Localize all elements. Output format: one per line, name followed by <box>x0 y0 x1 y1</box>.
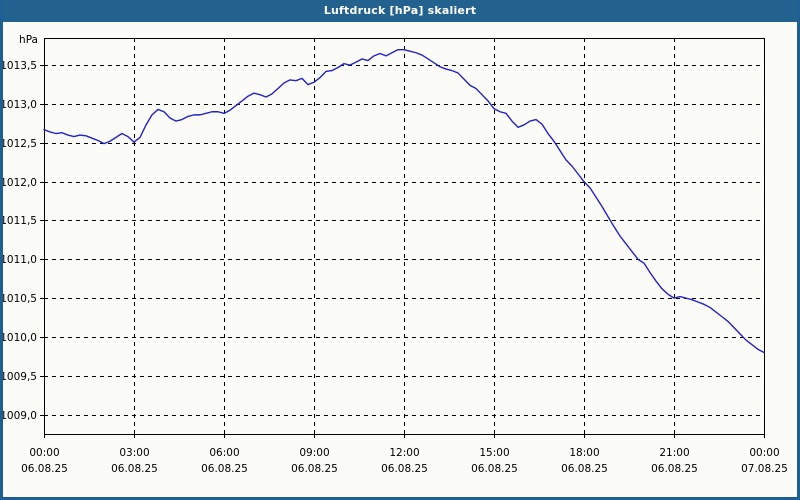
x-tick-label-date: 06.08.25 <box>381 463 428 475</box>
x-tick-label-time: 09:00 <box>299 447 329 459</box>
page-title: Luftdruck [hPa] skaliert <box>323 4 477 17</box>
x-tick-label-date: 06.08.25 <box>201 463 248 475</box>
axis-group <box>40 37 766 438</box>
x-tick-label-date: 06.08.25 <box>561 463 608 475</box>
x-axis-tick-labels: 00:00 06.08.25 03:00 06.08.25 06:00 06.08.25 0… <box>21 447 788 475</box>
chart-plot-container: 1013,5 1013,0 1012,5 1012,0 1011,5 1011,0 1010… <box>0 22 797 497</box>
x-tick-label-time: 18:00 <box>569 447 599 459</box>
y-tick-label: 1013,0 <box>0 99 37 111</box>
y-tick-label: 1009,5 <box>0 371 37 383</box>
y-tick-label: 1012,0 <box>0 177 37 189</box>
x-tick-label-time: 15:00 <box>479 447 509 459</box>
x-tick-label-time: 00:00 <box>29 447 59 459</box>
y-axis-tick-labels: 1013,5 1013,0 1012,5 1012,0 1011,5 1011,0 1010… <box>0 60 37 422</box>
y-tick-label: 1012,5 <box>0 138 37 150</box>
x-tick-label-time: 03:00 <box>119 447 149 459</box>
y-axis-title: hPa <box>19 34 38 46</box>
y-tick-label: 1009,0 <box>0 410 37 422</box>
x-tick-label-date: 06.08.25 <box>21 463 68 475</box>
x-tick-label-date: 06.08.25 <box>111 463 158 475</box>
pressure-series-line <box>43 48 765 354</box>
y-tick-label: 1011,5 <box>0 215 37 227</box>
y-tick-label: 1011,0 <box>0 254 37 266</box>
grid-group <box>44 38 764 434</box>
y-tick-label: 1010,5 <box>0 293 37 305</box>
y-tick-label: 1013,5 <box>0 60 37 72</box>
x-tick-label-time: 21:00 <box>659 447 689 459</box>
x-tick-label-date: 06.08.25 <box>651 463 698 475</box>
x-tick-label-time: 12:00 <box>389 447 419 459</box>
window-title-bar: Luftdruck [hPa] skaliert <box>3 0 797 22</box>
x-tick-label-time: 00:00 <box>749 447 779 459</box>
x-tick-label-time: 06:00 <box>209 447 239 459</box>
y-tick-label: 1010,0 <box>0 332 37 344</box>
x-tick-label-date: 06.08.25 <box>291 463 338 475</box>
x-tick-label-date: 06.08.25 <box>471 463 518 475</box>
x-tick-label-date: 07.08.25 <box>741 463 788 475</box>
pressure-line-chart: 1013,5 1013,0 1012,5 1012,0 1011,5 1011,0 1010… <box>0 34 788 475</box>
